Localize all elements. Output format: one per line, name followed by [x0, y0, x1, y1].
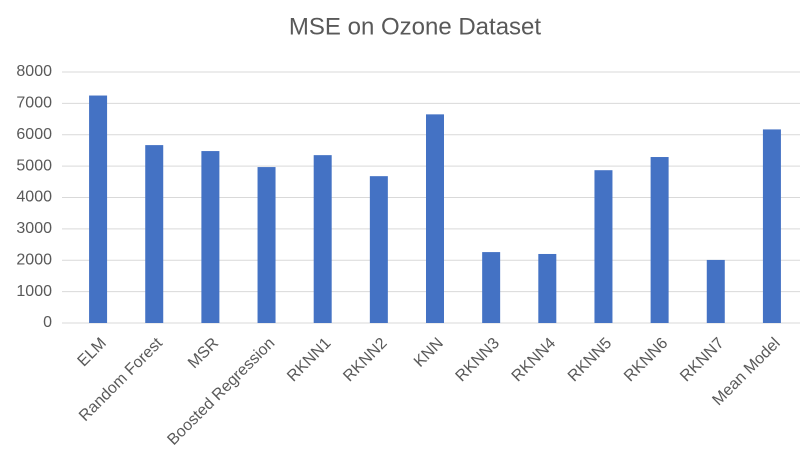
x-tick-label: Boosted Regression: [164, 335, 278, 449]
y-tick-label: 8000: [16, 63, 52, 80]
bar: [313, 155, 332, 323]
x-tick-label: RKNN3: [453, 335, 503, 385]
x-tick-label: RKNN6: [621, 335, 671, 385]
y-tick-label: 5000: [16, 157, 52, 174]
bar: [762, 129, 781, 323]
y-tick-label: 1000: [16, 283, 52, 300]
bar: [594, 170, 613, 323]
bar: [369, 176, 388, 323]
y-tick-label: 6000: [16, 126, 52, 143]
bar: [538, 253, 557, 323]
x-tick-label: RKNN4: [509, 335, 559, 385]
x-tick-label: RKNN7: [677, 335, 727, 385]
bar: [201, 151, 220, 323]
bar: [706, 259, 725, 323]
x-tick-label: ELM: [75, 335, 110, 370]
x-tick-label: RKNN5: [565, 335, 615, 385]
y-tick-label: 7000: [16, 95, 52, 112]
y-tick-label: 3000: [16, 220, 52, 237]
bar: [426, 114, 444, 323]
bar: [145, 145, 164, 323]
y-tick-label: 2000: [16, 251, 52, 268]
chart-title: MSE on Ozone Dataset: [289, 13, 541, 40]
x-tick-label: MSR: [185, 335, 222, 372]
bar: [89, 95, 108, 323]
y-tick-label: 0: [43, 314, 52, 331]
bar: [482, 252, 501, 323]
bar: [650, 157, 669, 323]
x-tick-label: RKNN2: [340, 335, 390, 385]
x-tick-label: KNN: [411, 335, 447, 371]
y-tick-label: 4000: [16, 189, 52, 206]
bar: [257, 167, 276, 323]
x-tick-label: RKNN1: [284, 335, 334, 385]
